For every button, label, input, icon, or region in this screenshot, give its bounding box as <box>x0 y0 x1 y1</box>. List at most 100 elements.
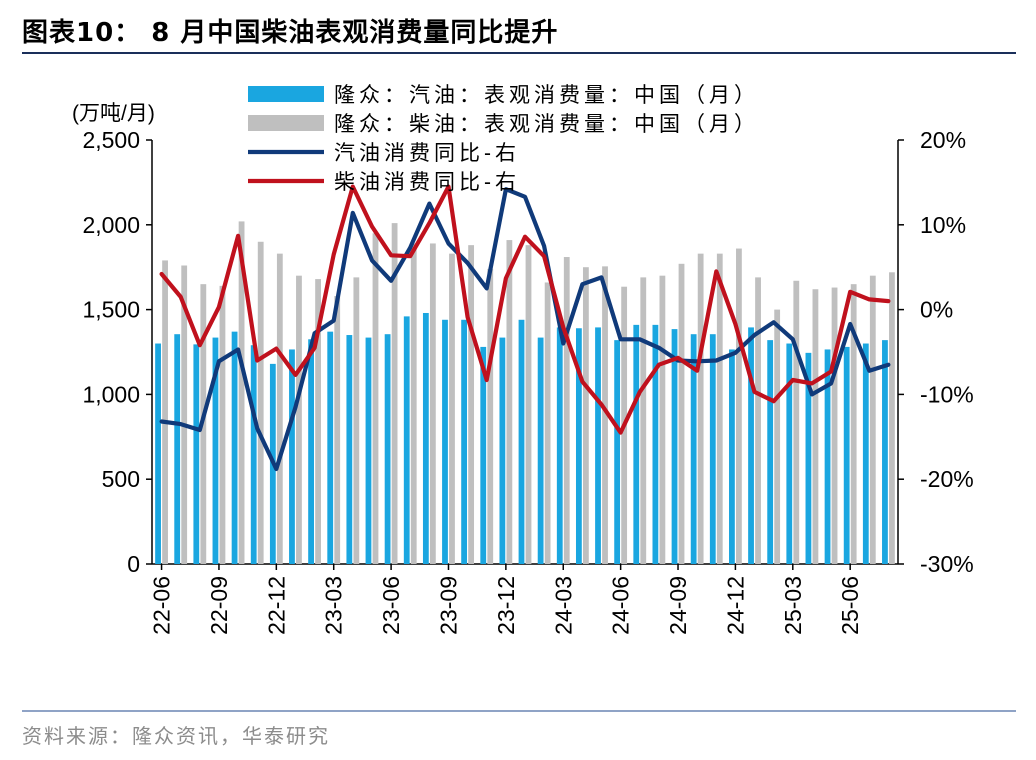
gasoline-bar <box>442 319 448 564</box>
gasoline-bar <box>862 343 869 564</box>
diesel-bar <box>257 241 264 564</box>
gasoline-bar <box>633 324 640 564</box>
gasoline-bar <box>575 328 582 564</box>
gasoline-bar <box>729 349 735 564</box>
diesel-bar <box>181 265 188 564</box>
diesel-bar <box>238 221 245 564</box>
diesel-bar <box>162 260 168 564</box>
gasoline-bar <box>882 340 888 564</box>
gasoline-bar-series <box>155 312 888 564</box>
legend-label: 隆众：汽油：表观消费量：中国（月） <box>334 84 759 107</box>
diesel-yoy-line <box>159 184 891 435</box>
diesel-bar <box>659 275 666 564</box>
gasoline-bar <box>786 343 793 564</box>
chart: 0 500 1,000 1,500 2,000 2,500 -30% -20% -10% 0% 10… <box>72 84 974 635</box>
gasoline-bar <box>652 324 659 564</box>
diesel-bar <box>525 245 532 565</box>
diesel-bar <box>755 277 761 564</box>
diesel-bar <box>219 285 226 564</box>
left-tick-label: 2,500 <box>82 127 140 153</box>
gasoline-bar <box>709 334 716 564</box>
gasoline-bar <box>365 337 372 564</box>
diesel-bar <box>563 257 570 564</box>
diesel-bar <box>487 268 494 564</box>
diesel-bar <box>582 267 589 564</box>
diesel-bar <box>372 233 379 564</box>
gasoline-bar <box>499 337 506 564</box>
source-note: 资料来源：隆众资讯，华泰研究 <box>22 724 330 748</box>
diesel-bar <box>468 245 475 565</box>
gasoline-yoy-line <box>159 187 891 472</box>
gasoline-bar <box>595 327 601 564</box>
right-tick-label: 10% <box>920 212 966 238</box>
gasoline-bar <box>690 334 697 564</box>
x-tick-label: 24-06 <box>608 576 634 635</box>
x-tick-label: 22-12 <box>263 576 289 635</box>
x-tick-label: 25-06 <box>837 576 863 635</box>
gasoline-bar <box>461 319 468 564</box>
right-tick-label: 20% <box>920 127 966 153</box>
gasoline-bar <box>537 337 544 564</box>
gasoline-bar <box>250 345 257 564</box>
diesel-bar <box>506 240 513 564</box>
gasoline-bar <box>289 349 295 564</box>
x-tick-label: 23-06 <box>378 576 404 635</box>
left-axis-unit: (万吨/月) <box>72 102 155 125</box>
left-tick-label: 1,000 <box>82 381 140 407</box>
title-rule <box>22 52 1016 54</box>
gasoline-bar <box>155 343 161 564</box>
diesel-bar-series <box>162 221 895 565</box>
x-tick-label: 22-06 <box>149 576 175 635</box>
gasoline-bar <box>518 319 525 564</box>
diesel-bar <box>449 253 455 564</box>
x-tick-label: 25-03 <box>780 576 806 635</box>
diesel-bar <box>697 253 704 564</box>
legend: 隆众：汽油：表观消费量：中国（月） 隆众：柴油：表观消费量：中国（月） 汽油消费同比… <box>248 84 759 194</box>
diesel-bar <box>276 253 283 564</box>
x-tick-label: 22-09 <box>206 576 232 635</box>
source-rule <box>22 710 1016 712</box>
gasoline-bar <box>403 316 410 564</box>
diesel-bar <box>640 277 647 564</box>
gasoline-bar <box>614 340 621 564</box>
x-tick-label: 23-03 <box>321 576 347 635</box>
left-tick-label: 1,500 <box>82 297 140 323</box>
gasoline-bar <box>824 349 831 564</box>
right-tick-label: -30% <box>920 551 974 577</box>
gasoline-bar <box>327 331 334 564</box>
gasoline-bar <box>767 340 774 564</box>
gasoline-bar <box>212 337 219 564</box>
x-tick-label: 23-09 <box>435 576 461 635</box>
legend-swatch <box>248 86 324 102</box>
gasoline-bar <box>231 331 238 564</box>
diesel-bar <box>391 223 398 564</box>
diesel-bar <box>544 282 551 564</box>
x-tick-label: 24-03 <box>550 576 576 635</box>
gasoline-bar <box>384 334 391 564</box>
gasoline-bar <box>308 339 314 564</box>
diesel-bar <box>678 263 685 564</box>
diesel-bar <box>315 279 321 564</box>
diesel-bar <box>429 243 436 564</box>
legend-label: 隆众：柴油：表观消费量：中国（月） <box>334 113 759 136</box>
legend-label: 汽油消费同比-右 <box>334 142 520 165</box>
diesel-bar <box>774 309 781 564</box>
diesel-bar <box>736 248 742 564</box>
diesel-bar <box>410 243 417 564</box>
diesel-bar <box>869 275 876 564</box>
diesel-bar <box>602 266 608 564</box>
left-tick-label: 0 <box>127 551 140 577</box>
gasoline-bar <box>671 329 678 564</box>
diesel-bar <box>793 280 800 564</box>
gasoline-bar <box>193 344 200 564</box>
x-tick-label: 24-12 <box>722 576 748 635</box>
legend-swatch <box>248 115 324 131</box>
gasoline-bar <box>480 346 487 564</box>
diesel-bar <box>831 287 838 564</box>
gasoline-bar <box>346 335 353 564</box>
axes: 0 500 1,000 1,500 2,000 2,500 -30% -20% -10% 0% 10… <box>82 127 973 635</box>
gasoline-bar <box>748 327 754 564</box>
gasoline-bar <box>422 312 429 564</box>
diesel-bar <box>889 272 895 564</box>
gasoline-bar <box>805 352 812 564</box>
